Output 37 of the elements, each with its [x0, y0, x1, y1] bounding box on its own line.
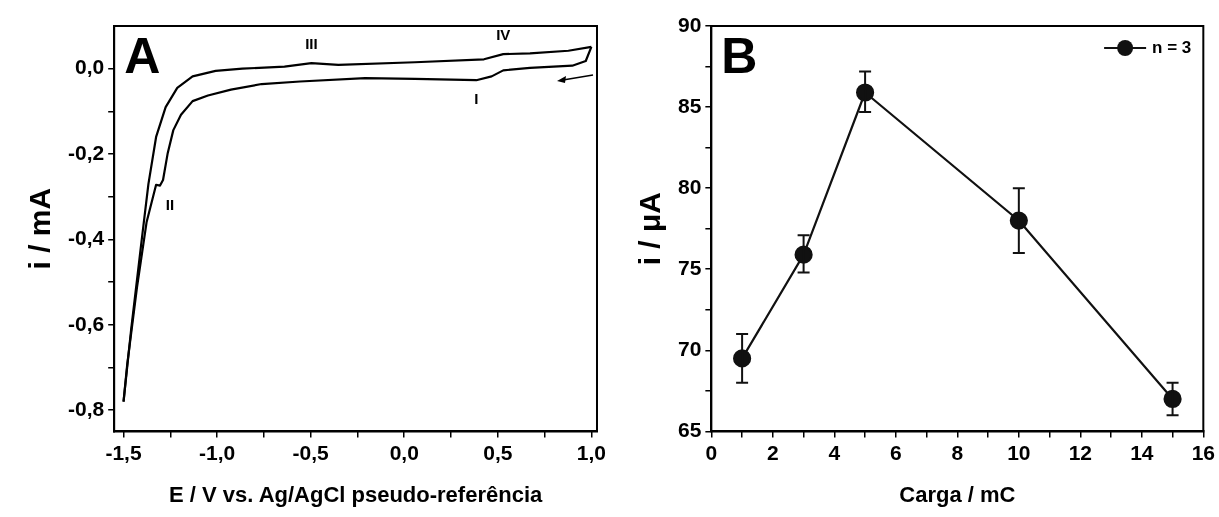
y-tick-label: 90 — [678, 12, 702, 36]
annotation: III — [305, 35, 318, 53]
y-tick-label: -0,2 — [68, 140, 105, 164]
x-tick-label: 16 — [1191, 440, 1215, 464]
y-tick-label: 65 — [678, 418, 702, 442]
y-tick-label: 75 — [678, 256, 702, 280]
x-tick-label: -1,0 — [199, 440, 236, 464]
x-tick-label: -0,5 — [292, 440, 330, 464]
annotation: IV — [496, 26, 511, 44]
y-tick-label: 80 — [678, 174, 702, 198]
y-tick-label: 85 — [678, 93, 702, 117]
chart-title: B — [721, 27, 758, 84]
x-tick-label: 1,0 — [576, 440, 606, 464]
x-tick-label: 2 — [767, 440, 779, 464]
x-tick-label: 12 — [1068, 440, 1093, 464]
y-tick-label: 0,0 — [74, 55, 105, 79]
x-tick-label: 0,0 — [389, 440, 419, 464]
x-axis-title: E / V vs. Ag/AgCl pseudo-referência — [168, 481, 543, 507]
y-tick-label: -0,8 — [68, 396, 105, 420]
x-tick-label: 0,5 — [483, 440, 513, 464]
chart-title: A — [124, 27, 161, 84]
x-tick-label: 10 — [1007, 440, 1031, 464]
x-tick-label: 6 — [890, 440, 902, 464]
annotation: II — [165, 195, 175, 213]
annotation: I — [474, 90, 479, 108]
y-axis-title: i / μA — [633, 192, 667, 266]
x-tick-label: -1,5 — [105, 440, 142, 464]
y-tick-label: 70 — [678, 337, 702, 361]
legend-label: n = 3 — [1152, 37, 1192, 57]
y-tick-label: -0,6 — [68, 311, 105, 335]
x-tick-label: 4 — [828, 440, 841, 464]
y-tick-label: -0,4 — [68, 226, 105, 250]
x-tick-label: 8 — [951, 440, 964, 464]
y-axis-title: i / mA — [23, 187, 57, 270]
x-axis-title: Carga / mC — [899, 481, 1016, 507]
x-tick-label: 0 — [705, 440, 718, 464]
x-tick-label: 14 — [1130, 440, 1154, 464]
